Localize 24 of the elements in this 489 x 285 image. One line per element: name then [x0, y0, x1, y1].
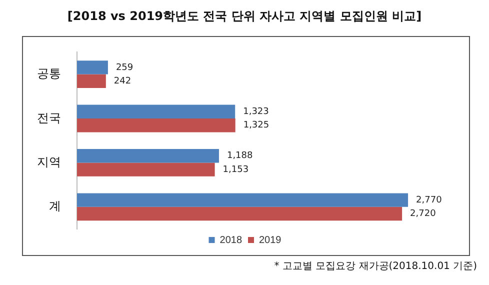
- bar: [77, 162, 215, 176]
- bar: [77, 74, 106, 88]
- data-label: 2,720: [410, 209, 436, 220]
- data-label: 1,153: [222, 164, 249, 175]
- y-tick-label: 전국: [37, 110, 61, 125]
- bar: [77, 206, 402, 221]
- data-label: 1,325: [243, 120, 270, 131]
- legend-label: 2019: [259, 234, 282, 246]
- bar: [77, 118, 236, 132]
- chart-title: [2018 vs 2019학년도 전국 단위 자사고 지역별 모집인원 비교]: [66, 8, 423, 25]
- text: * 고교별 모집요강 재가공(2018.10.01 기준): [274, 260, 477, 273]
- data-label: 1,323: [243, 106, 269, 117]
- y-tick-label: 계: [49, 199, 61, 214]
- data-label: 259: [116, 62, 134, 73]
- bar: [77, 193, 408, 207]
- data-label: 1,188: [226, 151, 254, 162]
- legend-label: 2018: [220, 234, 242, 246]
- data-label: 242: [114, 76, 132, 86]
- y-tick-label: 공통: [37, 66, 61, 81]
- bar: [77, 149, 219, 163]
- bar: [77, 60, 108, 74]
- bar: [77, 104, 236, 118]
- y-tick-label: 지역: [37, 155, 61, 170]
- data-label: 2,770: [416, 195, 442, 206]
